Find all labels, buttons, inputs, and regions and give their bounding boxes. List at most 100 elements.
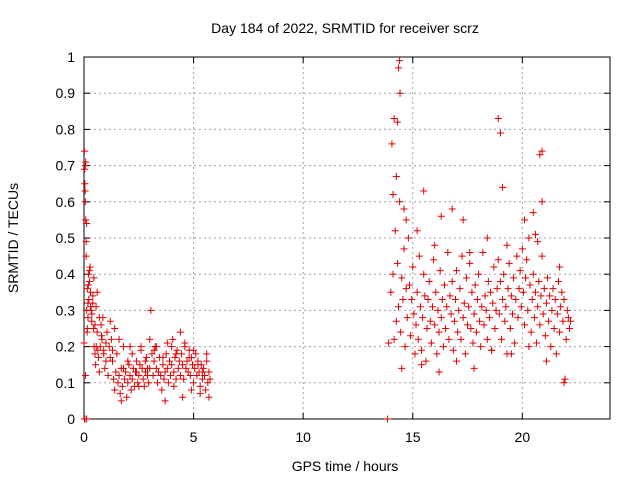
data-point (513, 252, 521, 260)
data-point (430, 256, 438, 264)
data-point (517, 303, 525, 311)
data-point (534, 303, 542, 311)
data-point (168, 361, 176, 369)
data-point (82, 372, 90, 380)
data-point (203, 350, 211, 358)
data-point (137, 343, 145, 351)
data-point (477, 343, 485, 351)
data-point (567, 317, 575, 325)
data-point (460, 299, 468, 307)
data-point (396, 57, 404, 65)
data-point (426, 317, 434, 325)
data-point (522, 274, 530, 282)
data-point (519, 288, 527, 296)
data-point (469, 339, 477, 347)
data-point (439, 343, 447, 351)
data-point (534, 238, 542, 246)
data-point (402, 216, 410, 224)
data-point (124, 357, 132, 365)
data-point (538, 198, 546, 206)
data-point (157, 372, 165, 380)
data-point (182, 364, 190, 372)
data-point (114, 379, 122, 387)
data-point (450, 317, 458, 325)
data-point (87, 306, 95, 314)
data-point (552, 350, 560, 358)
data-point (176, 328, 184, 336)
data-point (169, 335, 177, 343)
data-point (484, 277, 492, 285)
data-point (159, 353, 167, 361)
data-point (542, 357, 550, 365)
x-tick-label: 10 (295, 429, 311, 445)
data-point (420, 270, 428, 278)
data-point (141, 368, 149, 376)
data-point (479, 248, 487, 256)
data-point (529, 270, 537, 278)
data-point (141, 357, 149, 365)
data-point (399, 296, 407, 304)
data-point (527, 328, 535, 336)
data-point (161, 397, 169, 405)
data-point (395, 64, 403, 72)
data-point (184, 368, 192, 376)
data-point (152, 343, 160, 351)
data-point (563, 306, 571, 314)
data-point (83, 220, 91, 228)
data-point (139, 375, 147, 383)
data-point (127, 386, 135, 394)
data-point (95, 314, 103, 322)
data-point (480, 321, 488, 329)
data-point (100, 346, 108, 354)
data-point (136, 361, 144, 369)
data-point (135, 372, 143, 380)
data-point (161, 368, 169, 376)
data-point (147, 306, 155, 314)
data-point (455, 306, 463, 314)
data-point (126, 343, 134, 351)
data-point (107, 335, 115, 343)
data-point (199, 364, 207, 372)
data-point (129, 364, 137, 372)
data-point (93, 288, 101, 296)
data-point (159, 361, 167, 369)
data-point (488, 346, 496, 354)
data-point (405, 281, 413, 289)
data-point (471, 281, 479, 289)
data-point (407, 332, 415, 340)
data-point (401, 343, 409, 351)
data-point (111, 325, 119, 332)
data-point (146, 335, 154, 343)
data-point (445, 335, 453, 343)
data-point (117, 397, 125, 405)
data-point (524, 306, 532, 314)
data-point (470, 364, 478, 372)
data-point (92, 303, 100, 311)
data-point (391, 227, 399, 235)
data-point (459, 216, 467, 224)
data-point (392, 317, 400, 325)
data-point (82, 238, 90, 246)
x-tick-label: 0 (80, 429, 88, 445)
data-point (525, 234, 533, 242)
data-point (82, 216, 90, 224)
data-point (179, 393, 187, 401)
data-point (505, 259, 513, 267)
y-tick-label: 0.6 (56, 194, 76, 210)
x-axis-label: GPS time / hours (292, 458, 399, 474)
data-point (84, 281, 92, 289)
data-point (194, 361, 202, 369)
data-point (468, 288, 476, 296)
data-point (102, 339, 110, 347)
y-tick-label: 0 (67, 411, 75, 427)
data-point (431, 321, 439, 329)
data-point (119, 343, 127, 351)
data-point (447, 310, 455, 318)
data-point (396, 89, 404, 97)
data-point (413, 288, 421, 296)
data-point (536, 321, 544, 329)
data-point (398, 274, 406, 282)
data-point (89, 292, 97, 300)
data-point (81, 187, 89, 195)
